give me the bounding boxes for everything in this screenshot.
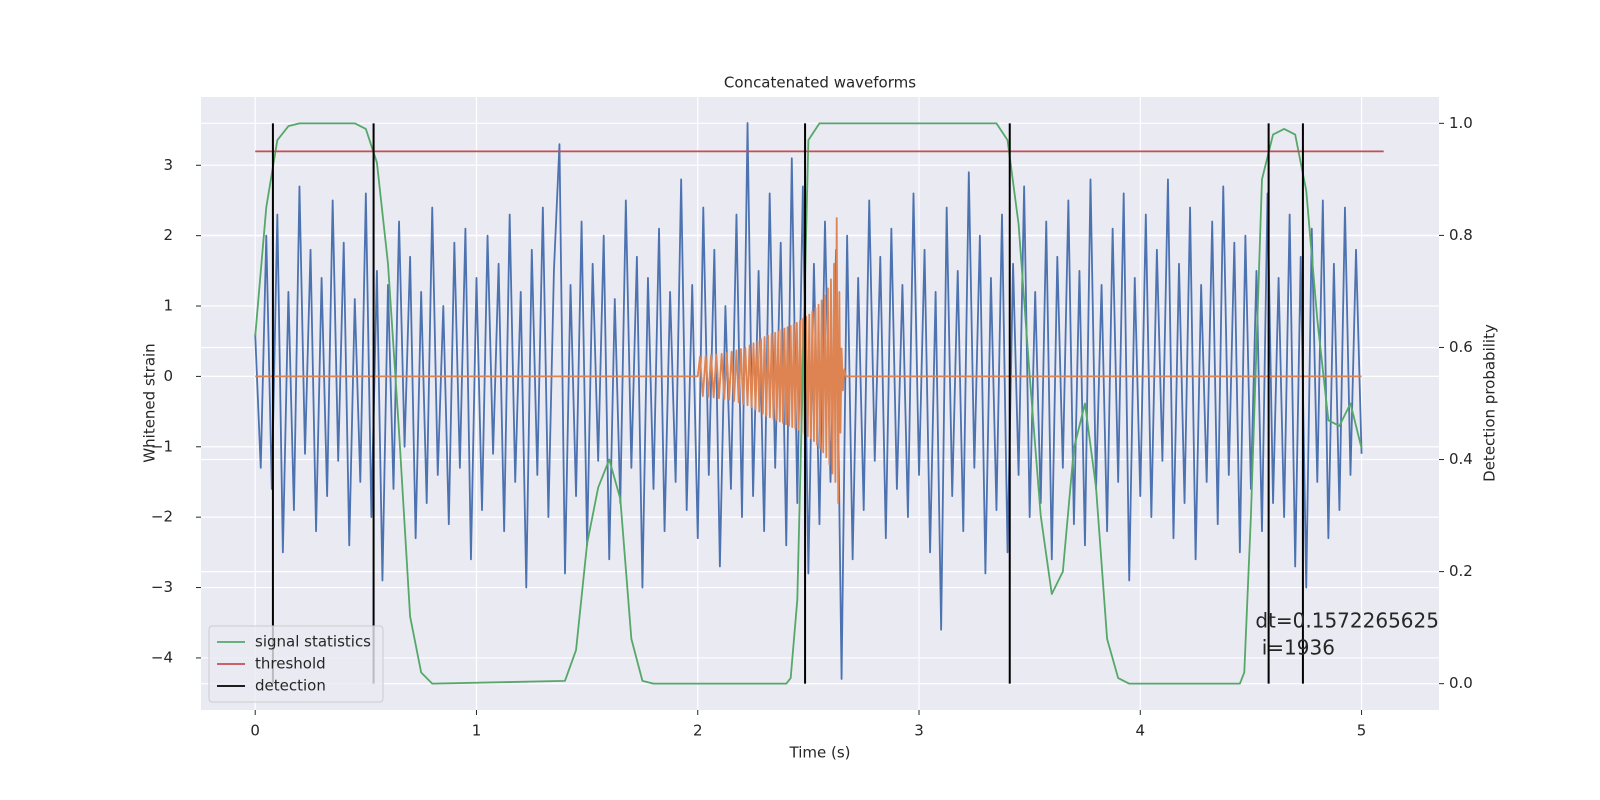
series-line bbox=[254, 122, 1363, 680]
x-tick-label: 0 bbox=[250, 722, 260, 740]
x-axis-label: Time (s) bbox=[789, 744, 851, 762]
y-tick-label: 0 bbox=[163, 367, 173, 385]
annotation: i=1936 bbox=[1255, 636, 1335, 660]
y-tick-label: −3 bbox=[151, 578, 173, 596]
x-tick-label: 3 bbox=[914, 722, 924, 740]
annotation: dt=0.1572265625 bbox=[1255, 609, 1439, 633]
legend-label: signal statistics bbox=[255, 633, 371, 651]
y-tick-label: −1 bbox=[151, 437, 173, 455]
x-tick-label: 1 bbox=[472, 722, 482, 740]
y-tick-label: −2 bbox=[151, 508, 173, 526]
y2-tick-label: 0.0 bbox=[1449, 674, 1473, 692]
y-axis-label: Whitened strain bbox=[141, 343, 159, 462]
legend-label: detection bbox=[255, 677, 326, 695]
y2-tick-label: 0.2 bbox=[1449, 562, 1473, 580]
y2-tick-label: 1.0 bbox=[1449, 114, 1473, 132]
legend-box bbox=[208, 625, 384, 703]
x-tick-label: 2 bbox=[693, 722, 703, 740]
y2-tick-label: 0.8 bbox=[1449, 226, 1473, 244]
x-tick-label: 5 bbox=[1357, 722, 1367, 740]
y2-tick-label: 0.4 bbox=[1449, 450, 1473, 468]
series-line bbox=[254, 122, 1363, 685]
y-tick-label: −4 bbox=[151, 648, 173, 666]
y-tick-label: 1 bbox=[163, 297, 173, 315]
y2-axis-label: Detection probability bbox=[1481, 324, 1499, 482]
legend-label: threshold bbox=[255, 655, 326, 673]
x-tick-label: 4 bbox=[1136, 722, 1146, 740]
chart-title: Concatenated waveforms bbox=[724, 74, 916, 92]
y-tick-label: 2 bbox=[163, 226, 173, 244]
y2-tick-label: 0.6 bbox=[1449, 338, 1473, 356]
y-tick-label: 3 bbox=[163, 156, 173, 174]
series-line bbox=[255, 217, 1362, 504]
